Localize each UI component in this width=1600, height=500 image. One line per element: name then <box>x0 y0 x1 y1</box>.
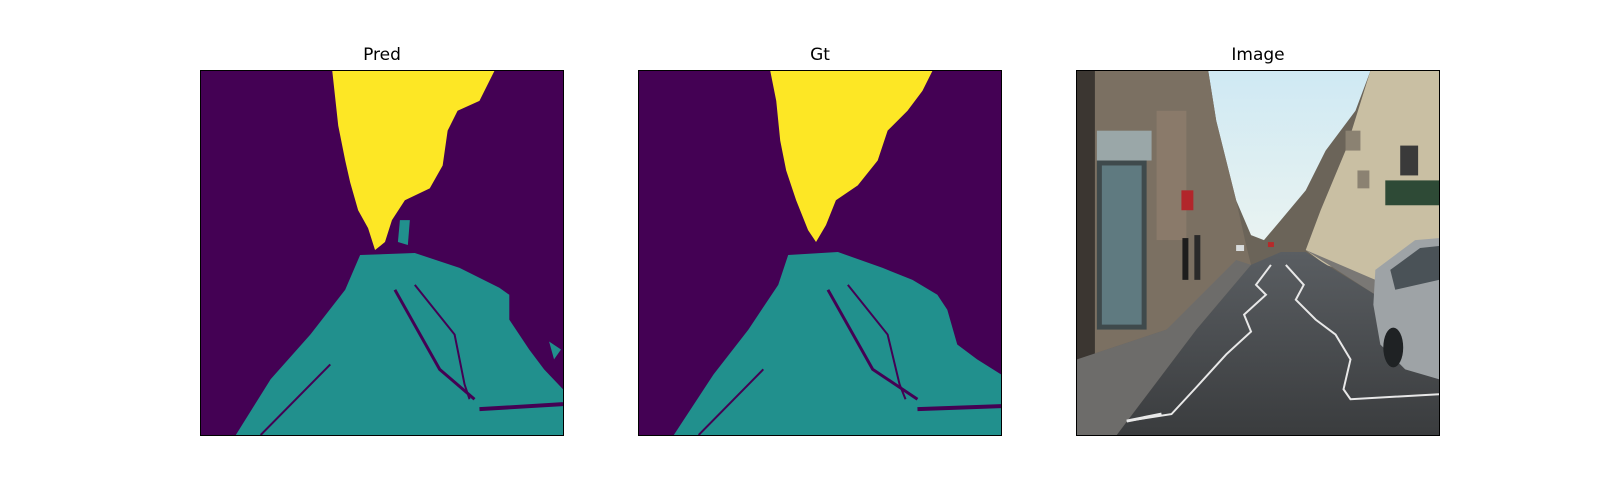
panel-title-pred: Pred <box>363 45 401 65</box>
gt-mask-panel <box>638 70 1002 436</box>
panel-title-gt: Gt <box>810 45 830 65</box>
gt-mask-image <box>639 71 1001 435</box>
street-photo <box>1077 71 1439 435</box>
street-photo-panel <box>1076 70 1440 436</box>
pred-mask-panel <box>200 70 564 436</box>
panel-title-image: Image <box>1231 45 1285 65</box>
pred-mask-image <box>201 71 563 435</box>
